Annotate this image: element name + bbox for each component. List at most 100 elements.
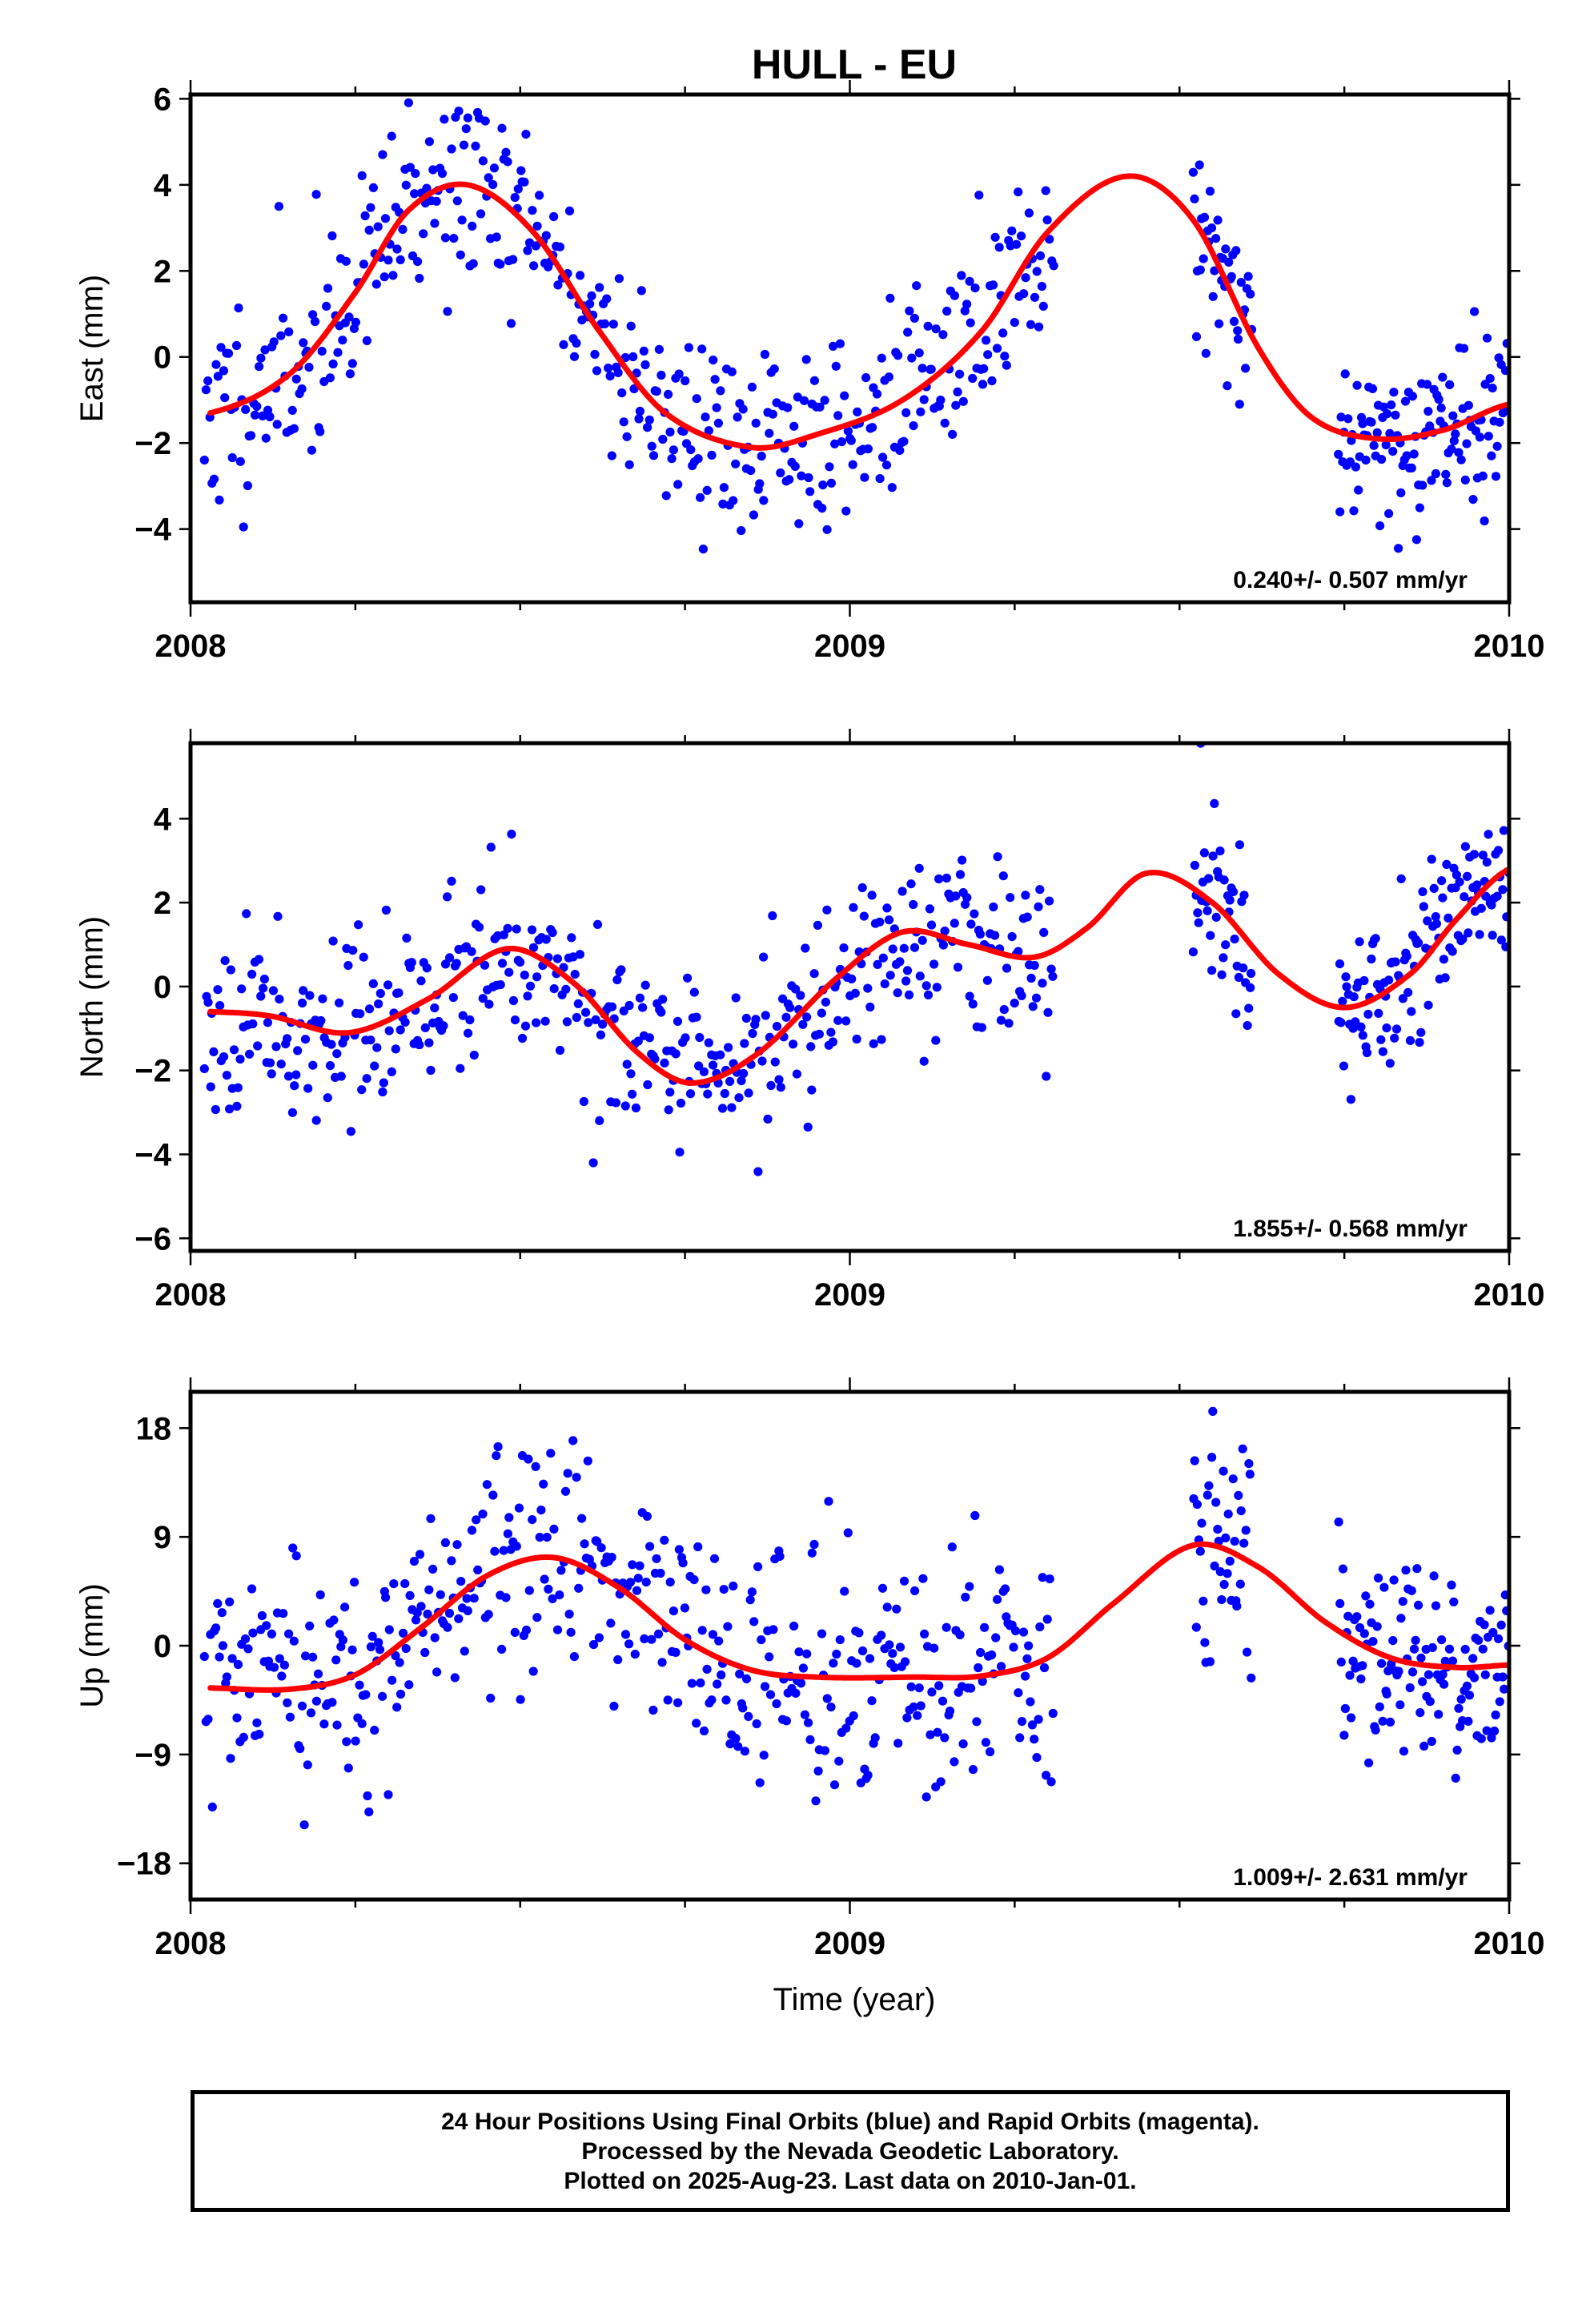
north-data-point: [1349, 992, 1359, 1002]
east-data-point: [497, 123, 507, 133]
north-data-point: [1007, 931, 1017, 942]
east-data-point: [1349, 506, 1359, 516]
up-data-point: [966, 1683, 976, 1693]
up-data-point: [1223, 1569, 1232, 1578]
up-data-point: [805, 1735, 815, 1744]
up-data-point: [501, 1593, 511, 1602]
east-data-point: [1205, 187, 1215, 196]
east-data-point: [297, 384, 307, 394]
north-data-point: [1217, 970, 1227, 979]
east-data-point: [459, 140, 469, 150]
up-data-point: [934, 1681, 944, 1691]
east-data-point: [674, 369, 684, 379]
up-data-point: [877, 1630, 886, 1640]
up-data-point: [443, 1622, 452, 1632]
north-data-point: [1244, 1003, 1254, 1013]
north-data-point: [592, 919, 603, 929]
up-data-point: [1205, 1657, 1215, 1667]
up-data-point: [568, 1436, 578, 1445]
up-data-point: [1485, 1606, 1495, 1615]
east-data-point: [1035, 251, 1046, 260]
east-data-point: [549, 211, 559, 222]
north-data-point: [1442, 859, 1452, 869]
east-data-point: [239, 522, 248, 532]
up-data-point: [363, 1791, 372, 1801]
up-data-point: [735, 1669, 745, 1679]
east-data-point: [974, 191, 984, 200]
up-data-point: [1480, 1670, 1490, 1679]
up-data-point: [769, 1625, 778, 1634]
east-data-point: [1495, 417, 1504, 427]
east-data-point: [476, 209, 486, 219]
up-data-point: [1365, 1599, 1375, 1609]
up-data-point: [1398, 1597, 1407, 1606]
north-data-point: [400, 1017, 410, 1027]
up-data-point: [484, 1610, 493, 1619]
east-data-point: [323, 283, 333, 293]
north-data-point: [1211, 912, 1221, 922]
east-data-point: [1381, 440, 1391, 450]
north-data-point: [940, 927, 950, 936]
east-data-point: [953, 387, 962, 396]
up-data-point: [895, 1642, 905, 1652]
north-data-point: [396, 1025, 405, 1035]
north-data-point: [523, 991, 532, 1001]
up-data-point: [882, 1602, 892, 1612]
up-data-point: [729, 1581, 738, 1591]
east-data-point: [661, 491, 671, 501]
up-data-point: [945, 1707, 955, 1716]
up-data-point: [430, 1633, 440, 1642]
east-data-point: [710, 375, 720, 384]
north-data-point: [499, 930, 508, 939]
east-data-point: [776, 468, 785, 478]
north-data-point: [268, 986, 278, 995]
north-data-point: [1246, 983, 1255, 992]
up-data-point: [1358, 1661, 1367, 1671]
north-x-tick-label: 2008: [155, 1277, 227, 1313]
up-data-point: [1478, 1644, 1488, 1654]
north-data-point: [906, 879, 916, 889]
east-data-point: [398, 224, 408, 234]
north-data-point: [588, 1158, 598, 1168]
north-data-point: [1045, 896, 1054, 906]
up-data-point: [1210, 1561, 1219, 1571]
east-data-point: [840, 391, 849, 400]
north-data-point: [562, 1017, 572, 1027]
up-data-point: [723, 1622, 733, 1631]
up-data-point: [1336, 1657, 1346, 1667]
north-data-point: [355, 1009, 365, 1019]
up-data-point: [404, 1680, 414, 1690]
up-data-point: [741, 1674, 752, 1683]
north-data-point: [362, 1074, 371, 1084]
up-data-point: [906, 1682, 916, 1691]
east-data-point: [818, 480, 828, 490]
north-data-point: [215, 1001, 225, 1011]
up-data-point: [802, 1649, 812, 1659]
north-data-point: [1416, 1027, 1426, 1037]
north-data-point: [305, 991, 315, 1000]
north-data-point: [520, 971, 529, 980]
north-data-point: [737, 1076, 746, 1086]
east-data-point: [1243, 271, 1253, 281]
up-data-point: [663, 1695, 673, 1705]
east-data-point: [990, 232, 1000, 242]
north-data-point: [1341, 972, 1351, 982]
east-data-point: [274, 202, 283, 211]
east-data-point: [1210, 266, 1219, 275]
up-data-point: [499, 1546, 508, 1555]
north-data-point: [751, 1015, 761, 1024]
up-data-point: [1022, 1654, 1032, 1663]
up-data-point: [652, 1554, 661, 1563]
up-data-point: [713, 1679, 722, 1689]
north-data-point: [982, 975, 992, 985]
north-data-point: [685, 1089, 696, 1099]
north-data-point: [439, 1021, 448, 1031]
up-data-point: [492, 1451, 501, 1461]
east-data-point: [877, 353, 886, 363]
up-data-point: [699, 1726, 709, 1735]
north-data-point: [271, 1042, 281, 1051]
up-data-point: [521, 1625, 532, 1635]
east-data-point: [1233, 334, 1243, 344]
north-data-point: [753, 1167, 763, 1176]
east-data-point: [235, 456, 245, 466]
